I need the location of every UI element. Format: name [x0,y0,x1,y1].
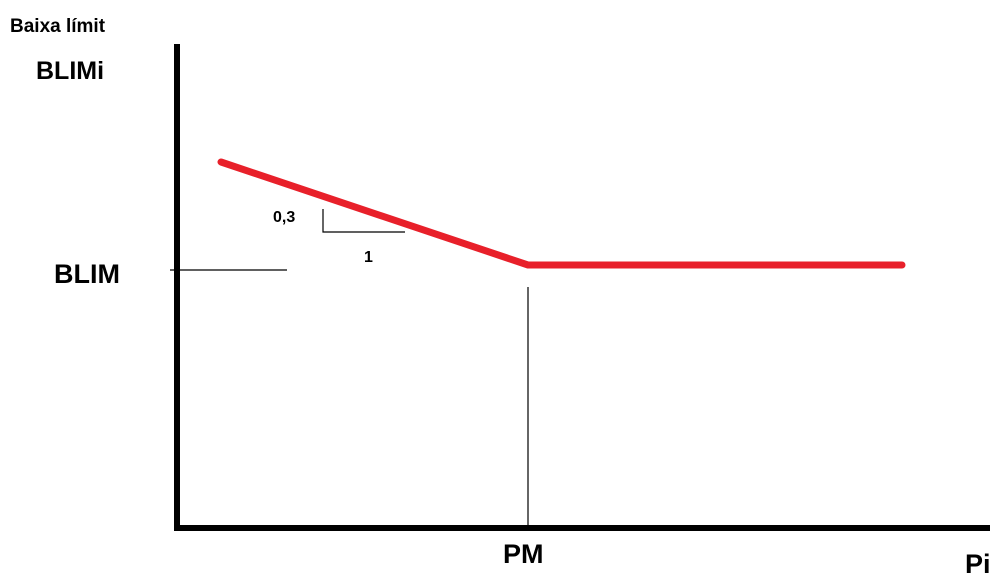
y-axis-title-line1: Baixa límit [10,16,106,37]
slope-run-label: 1 [364,249,373,266]
slope-triangle [322,209,405,233]
y-axis-title-line2: BLIMi [36,57,104,85]
x-axis-title: Pi [965,549,991,578]
slope-rise-label: 0,3 [273,209,295,226]
y-tick-label-blim: BLIM [54,259,120,289]
x-tick-label-pm: PM [503,539,544,569]
series-line [217,158,906,269]
